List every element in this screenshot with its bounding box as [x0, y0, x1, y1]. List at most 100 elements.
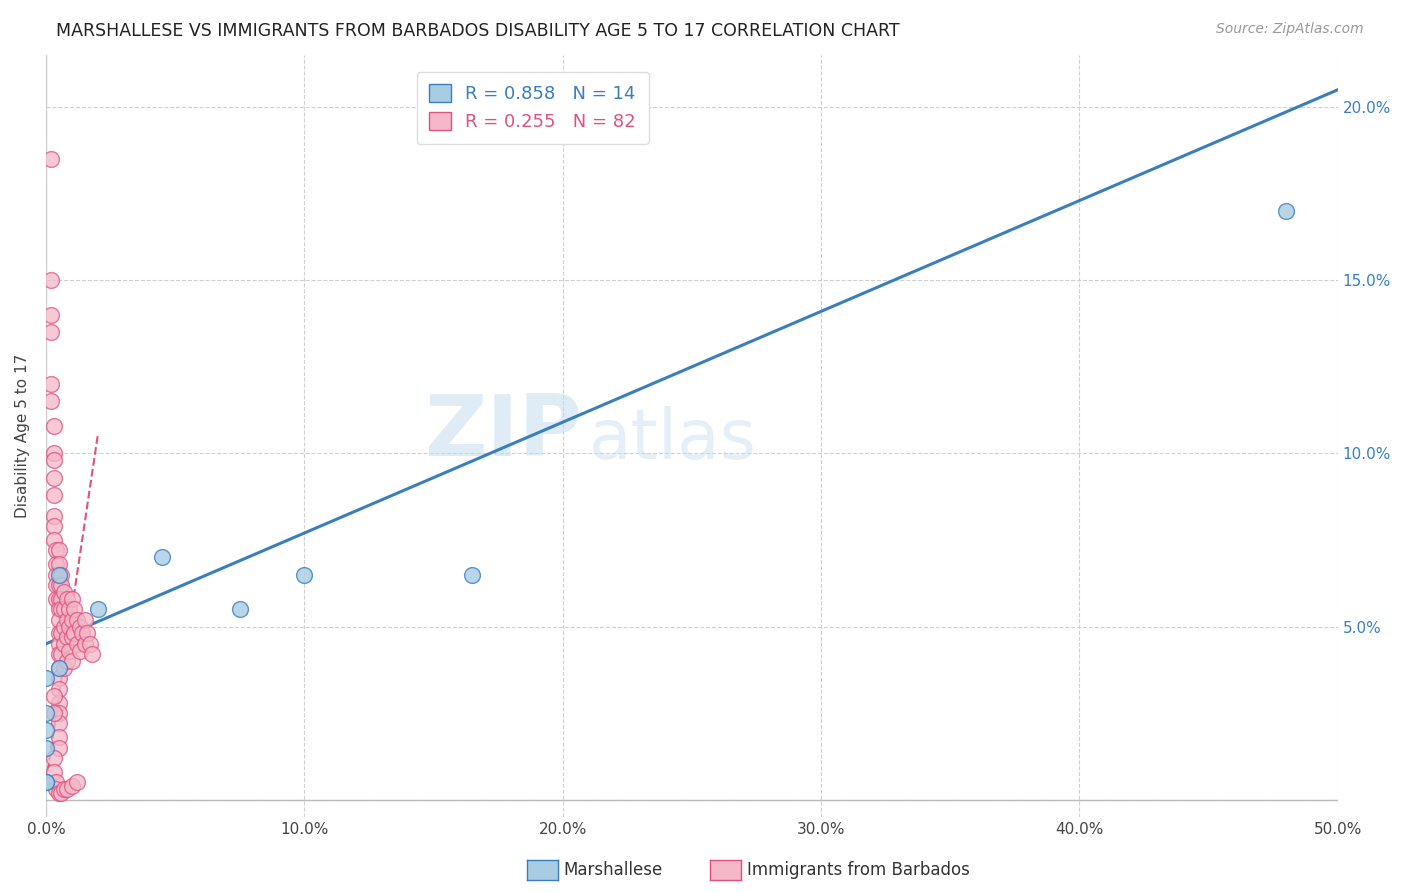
Point: [51, 567, 73, 582]
Point: [51, 591, 73, 606]
Point: [48, 706, 70, 720]
Point: [45, 782, 67, 797]
Point: [42, 764, 65, 779]
Point: [45, 558, 67, 572]
Point: [66, 637, 89, 651]
Point: [53, 602, 76, 616]
Point: [45, 543, 67, 558]
Point: [39, 394, 62, 409]
Point: [42, 751, 65, 765]
Point: [86, 602, 108, 616]
Text: Source: ZipAtlas.com: Source: ZipAtlas.com: [1216, 22, 1364, 37]
Point: [45, 591, 67, 606]
Point: [35, 672, 58, 686]
Legend: R = 0.858   N = 14, R = 0.255   N = 82: R = 0.858 N = 14, R = 0.255 N = 82: [416, 71, 648, 144]
Point: [42, 453, 65, 467]
Point: [60, 591, 83, 606]
Point: [35, 775, 58, 789]
Text: Marshallese: Marshallese: [564, 861, 664, 879]
Point: [51, 626, 73, 640]
Point: [51, 602, 73, 616]
Point: [48, 786, 70, 800]
Point: [461, 567, 484, 582]
Point: [39, 273, 62, 287]
Point: [69, 644, 91, 658]
Point: [51, 647, 73, 661]
Point: [55, 782, 77, 797]
Point: [39, 308, 62, 322]
Point: [55, 591, 77, 606]
Point: [229, 602, 252, 616]
Point: [66, 775, 89, 789]
Point: [39, 152, 62, 166]
Point: [60, 654, 83, 668]
Point: [60, 613, 83, 627]
Point: [60, 779, 83, 793]
Point: [53, 585, 76, 599]
Point: [48, 567, 70, 582]
Point: [53, 619, 76, 633]
Point: [42, 689, 65, 703]
Point: [48, 661, 70, 675]
Point: [48, 637, 70, 651]
Point: [42, 706, 65, 720]
Text: Immigrants from Barbados: Immigrants from Barbados: [747, 861, 970, 879]
Point: [66, 613, 89, 627]
Text: ZIP: ZIP: [425, 391, 582, 474]
Point: [69, 619, 91, 633]
Point: [53, 782, 76, 797]
Point: [150, 550, 173, 565]
Point: [63, 626, 86, 640]
Point: [42, 519, 65, 533]
Point: [82, 647, 104, 661]
Point: [42, 446, 65, 460]
Point: [48, 716, 70, 731]
Point: [48, 591, 70, 606]
Point: [58, 619, 80, 633]
Point: [76, 626, 98, 640]
Point: [55, 630, 77, 644]
Point: [48, 731, 70, 745]
Point: [48, 740, 70, 755]
Point: [35, 706, 58, 720]
Point: [45, 775, 67, 789]
Point: [48, 578, 70, 592]
Point: [70, 626, 93, 640]
Point: [42, 418, 65, 433]
Point: [45, 578, 67, 592]
Point: [48, 626, 70, 640]
Point: [35, 740, 58, 755]
Point: [48, 543, 70, 558]
Point: [48, 681, 70, 696]
Point: [73, 637, 96, 651]
Point: [1275, 204, 1298, 219]
Point: [60, 630, 83, 644]
Point: [48, 672, 70, 686]
Point: [48, 558, 70, 572]
Point: [39, 377, 62, 392]
Y-axis label: Disability Age 5 to 17: Disability Age 5 to 17: [15, 354, 30, 518]
Point: [48, 661, 70, 675]
Point: [42, 508, 65, 523]
Point: [45, 567, 67, 582]
Point: [51, 786, 73, 800]
Point: [42, 533, 65, 547]
Point: [35, 775, 58, 789]
Point: [35, 723, 58, 738]
Point: [53, 637, 76, 651]
Point: [292, 567, 315, 582]
Text: MARSHALLESE VS IMMIGRANTS FROM BARBADOS DISABILITY AGE 5 TO 17 CORRELATION CHART: MARSHALLESE VS IMMIGRANTS FROM BARBADOS …: [56, 22, 900, 40]
Text: atlas: atlas: [589, 407, 756, 474]
Point: [73, 613, 96, 627]
Point: [55, 613, 77, 627]
Point: [42, 470, 65, 484]
Point: [39, 325, 62, 339]
Point: [51, 578, 73, 592]
Point: [53, 661, 76, 675]
Point: [48, 696, 70, 710]
Point: [42, 488, 65, 502]
Point: [55, 654, 77, 668]
Point: [58, 602, 80, 616]
Point: [48, 647, 70, 661]
Point: [58, 644, 80, 658]
